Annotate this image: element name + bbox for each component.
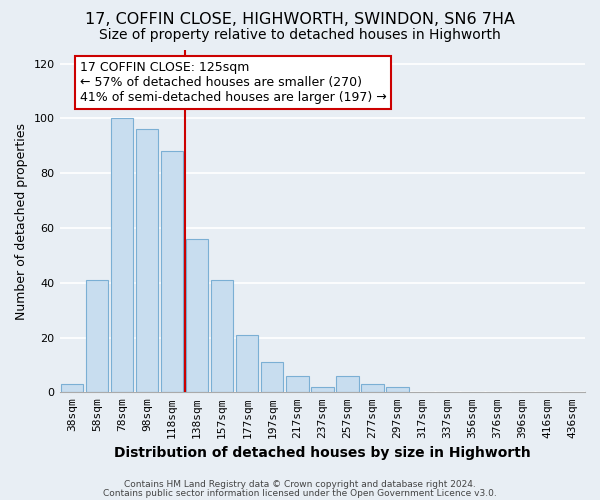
Bar [111,118,133,392]
Text: 17, COFFIN CLOSE, HIGHWORTH, SWINDON, SN6 7HA: 17, COFFIN CLOSE, HIGHWORTH, SWINDON, SN… [85,12,515,28]
Bar [336,376,359,392]
Text: Contains HM Land Registry data © Crown copyright and database right 2024.: Contains HM Land Registry data © Crown c… [124,480,476,489]
Bar [86,280,109,392]
Bar [186,239,208,392]
X-axis label: Distribution of detached houses by size in Highworth: Distribution of detached houses by size … [114,446,530,460]
Bar [236,335,259,392]
Bar [311,387,334,392]
Bar [261,362,283,392]
Bar [361,384,383,392]
Bar [211,280,233,392]
Text: Contains public sector information licensed under the Open Government Licence v3: Contains public sector information licen… [103,489,497,498]
Bar [136,130,158,392]
Bar [161,152,184,392]
Bar [286,376,308,392]
Text: Size of property relative to detached houses in Highworth: Size of property relative to detached ho… [99,28,501,42]
Y-axis label: Number of detached properties: Number of detached properties [15,122,28,320]
Text: 17 COFFIN CLOSE: 125sqm
← 57% of detached houses are smaller (270)
41% of semi-d: 17 COFFIN CLOSE: 125sqm ← 57% of detache… [80,61,386,104]
Bar [61,384,83,392]
Bar [386,387,409,392]
